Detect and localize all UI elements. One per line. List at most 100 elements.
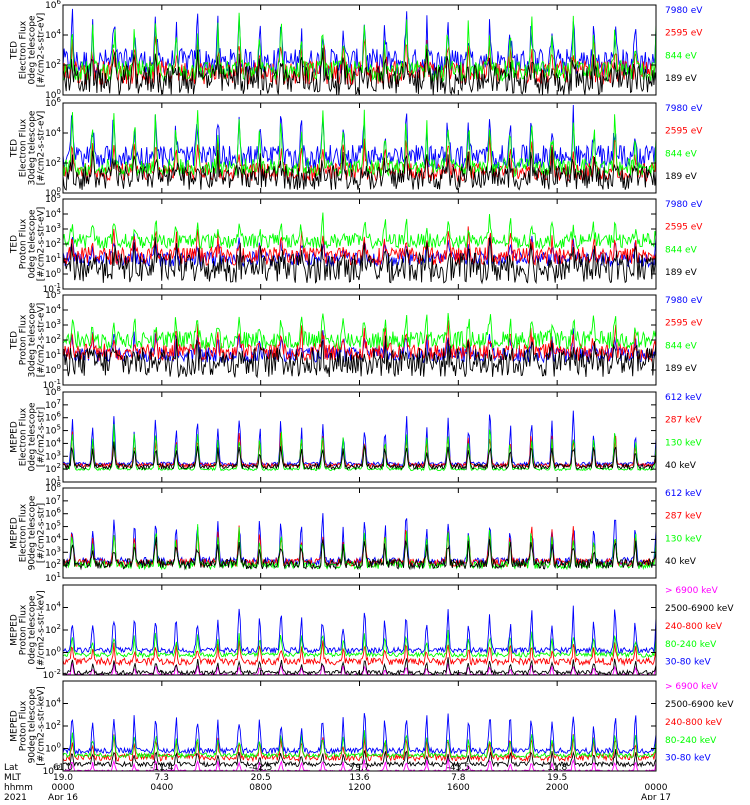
x-tick-label-mlt: 20.5 — [251, 773, 271, 783]
x-tick-label-hhmm: 1600 — [447, 783, 470, 793]
legend-label: 189 eV — [665, 172, 698, 182]
legend-label: 130 keV — [665, 438, 702, 448]
y-axis-label: TEDElectron Flux30deg telescope[#/cm2-s-… — [10, 110, 47, 185]
y-tick-label: 106 — [45, 0, 61, 11]
y-axis-label: MEPEDElectron Flux90deg telescope[#/cm2-… — [10, 495, 47, 570]
y-tick-label: 108 — [45, 385, 61, 398]
y-tick-label: 100 — [45, 88, 61, 101]
x-tick-label-mlt: 19.0 — [53, 773, 73, 783]
y-tick-label: 101 — [45, 348, 61, 361]
y-tick-label: 104 — [45, 28, 61, 41]
x-tick-label-mlt: 19.5 — [547, 773, 567, 783]
y-tick-label: 103 — [45, 449, 61, 462]
y-tick-label: 104 — [45, 207, 61, 220]
legend-label: 612 keV — [665, 489, 702, 499]
series-line — [63, 713, 656, 755]
legend-label: 2500-6900 keV — [665, 700, 734, 710]
legend-label: 40 keV — [665, 461, 697, 471]
legend-label: 80-240 keV — [665, 736, 717, 746]
y-tick-label: 105 — [45, 288, 61, 301]
series-line — [63, 226, 656, 267]
legend-label: 7980 eV — [665, 6, 703, 16]
legend-label: 130 keV — [665, 534, 702, 544]
y-tick-label: 100 — [45, 186, 61, 199]
y-tick-label: 104 — [45, 126, 61, 139]
y-tick-label: 106 — [45, 96, 61, 109]
series-line — [63, 730, 656, 760]
series-line — [63, 335, 656, 379]
legend-label: 7980 eV — [665, 104, 703, 114]
y-axis-label: TEDProton Flux30deg telescope[#/cm2-s-st… — [10, 302, 47, 377]
x-tick-label-mlt: 7.8 — [451, 773, 466, 783]
x-row-label: 2021 — [4, 793, 27, 800]
y-tick-label: 100 — [45, 742, 61, 755]
legend-label: 7980 eV — [665, 200, 703, 210]
y-axis-label: MEPEDProton Flux90deg telescope[#/cm2-s-… — [10, 686, 47, 765]
series-line — [63, 146, 656, 191]
series-line — [63, 513, 656, 567]
x-tick-label-hhmm: 2000 — [546, 783, 569, 793]
y-tick-label: 102 — [45, 462, 61, 475]
y-tick-label: 107 — [45, 398, 61, 411]
series-line — [63, 536, 656, 571]
y-tick-label: 106 — [45, 507, 61, 520]
series-line — [63, 431, 656, 469]
series-line — [63, 135, 656, 183]
y-tick-label: 106 — [45, 411, 61, 424]
y-tick-label: 102 — [45, 58, 61, 71]
x-tick-label-hhmm: 0000 — [52, 783, 75, 793]
y-tick-label: 100 — [45, 646, 61, 659]
x-tick-label-hhmm: 1200 — [348, 783, 371, 793]
y-tick-label: 102 — [45, 156, 61, 169]
legend-label: 844 eV — [665, 51, 698, 61]
legend-label: 2595 eV — [665, 223, 703, 233]
y-axis-label: TEDProton Flux0deg telescope[#/cm2-s-str… — [10, 207, 47, 282]
legend-label: 189 eV — [665, 268, 698, 278]
x-row-label: hhmm — [4, 783, 33, 793]
legend-label: > 6900 keV — [665, 586, 719, 596]
series-line — [63, 734, 656, 763]
x-tick-label-lat: -45.5 — [447, 763, 470, 773]
y-tick-label: 101 — [45, 571, 61, 584]
x-tick-label-hhmm: 0800 — [249, 783, 272, 793]
x-tick-label-mlt: 7.3 — [155, 773, 169, 783]
series-line — [63, 441, 656, 471]
legend-label: 40 keV — [665, 557, 697, 567]
x-tick-label-date: Apr 16 — [48, 793, 78, 800]
y-tick-label: 108 — [45, 481, 61, 494]
x-tick-label-lat: 79.7 — [349, 763, 369, 773]
legend-label: 240-800 keV — [665, 622, 723, 632]
y-tick-label: 104 — [45, 697, 61, 710]
series-line — [63, 109, 656, 178]
y-tick-label: 104 — [45, 601, 61, 614]
y-tick-label: 102 — [45, 558, 61, 571]
legend-label: 844 eV — [665, 341, 698, 351]
y-tick-label: 102 — [45, 333, 61, 346]
y-tick-label: 102 — [45, 623, 61, 636]
series-line — [63, 524, 656, 571]
y-tick-label: 105 — [45, 424, 61, 437]
x-tick-label-lat: -42.5 — [249, 763, 272, 773]
legend-label: 287 keV — [665, 512, 702, 522]
y-tick-label: 103 — [45, 545, 61, 558]
legend-label: 30-80 keV — [665, 658, 711, 668]
x-tick-label-date: Apr 17 — [641, 793, 671, 800]
y-tick-label: 10-1 — [43, 282, 61, 295]
series-line — [63, 312, 656, 351]
x-tick-label-mlt: 13.6 — [349, 773, 369, 783]
series-line — [63, 605, 656, 655]
series-line — [63, 212, 656, 250]
x-row-label: Lat — [4, 763, 19, 773]
series-line — [63, 629, 656, 659]
legend-label: 2595 eV — [665, 29, 703, 39]
y-tick-label: 102 — [45, 719, 61, 732]
series-line — [63, 12, 656, 83]
y-tick-label: 100 — [45, 267, 61, 280]
